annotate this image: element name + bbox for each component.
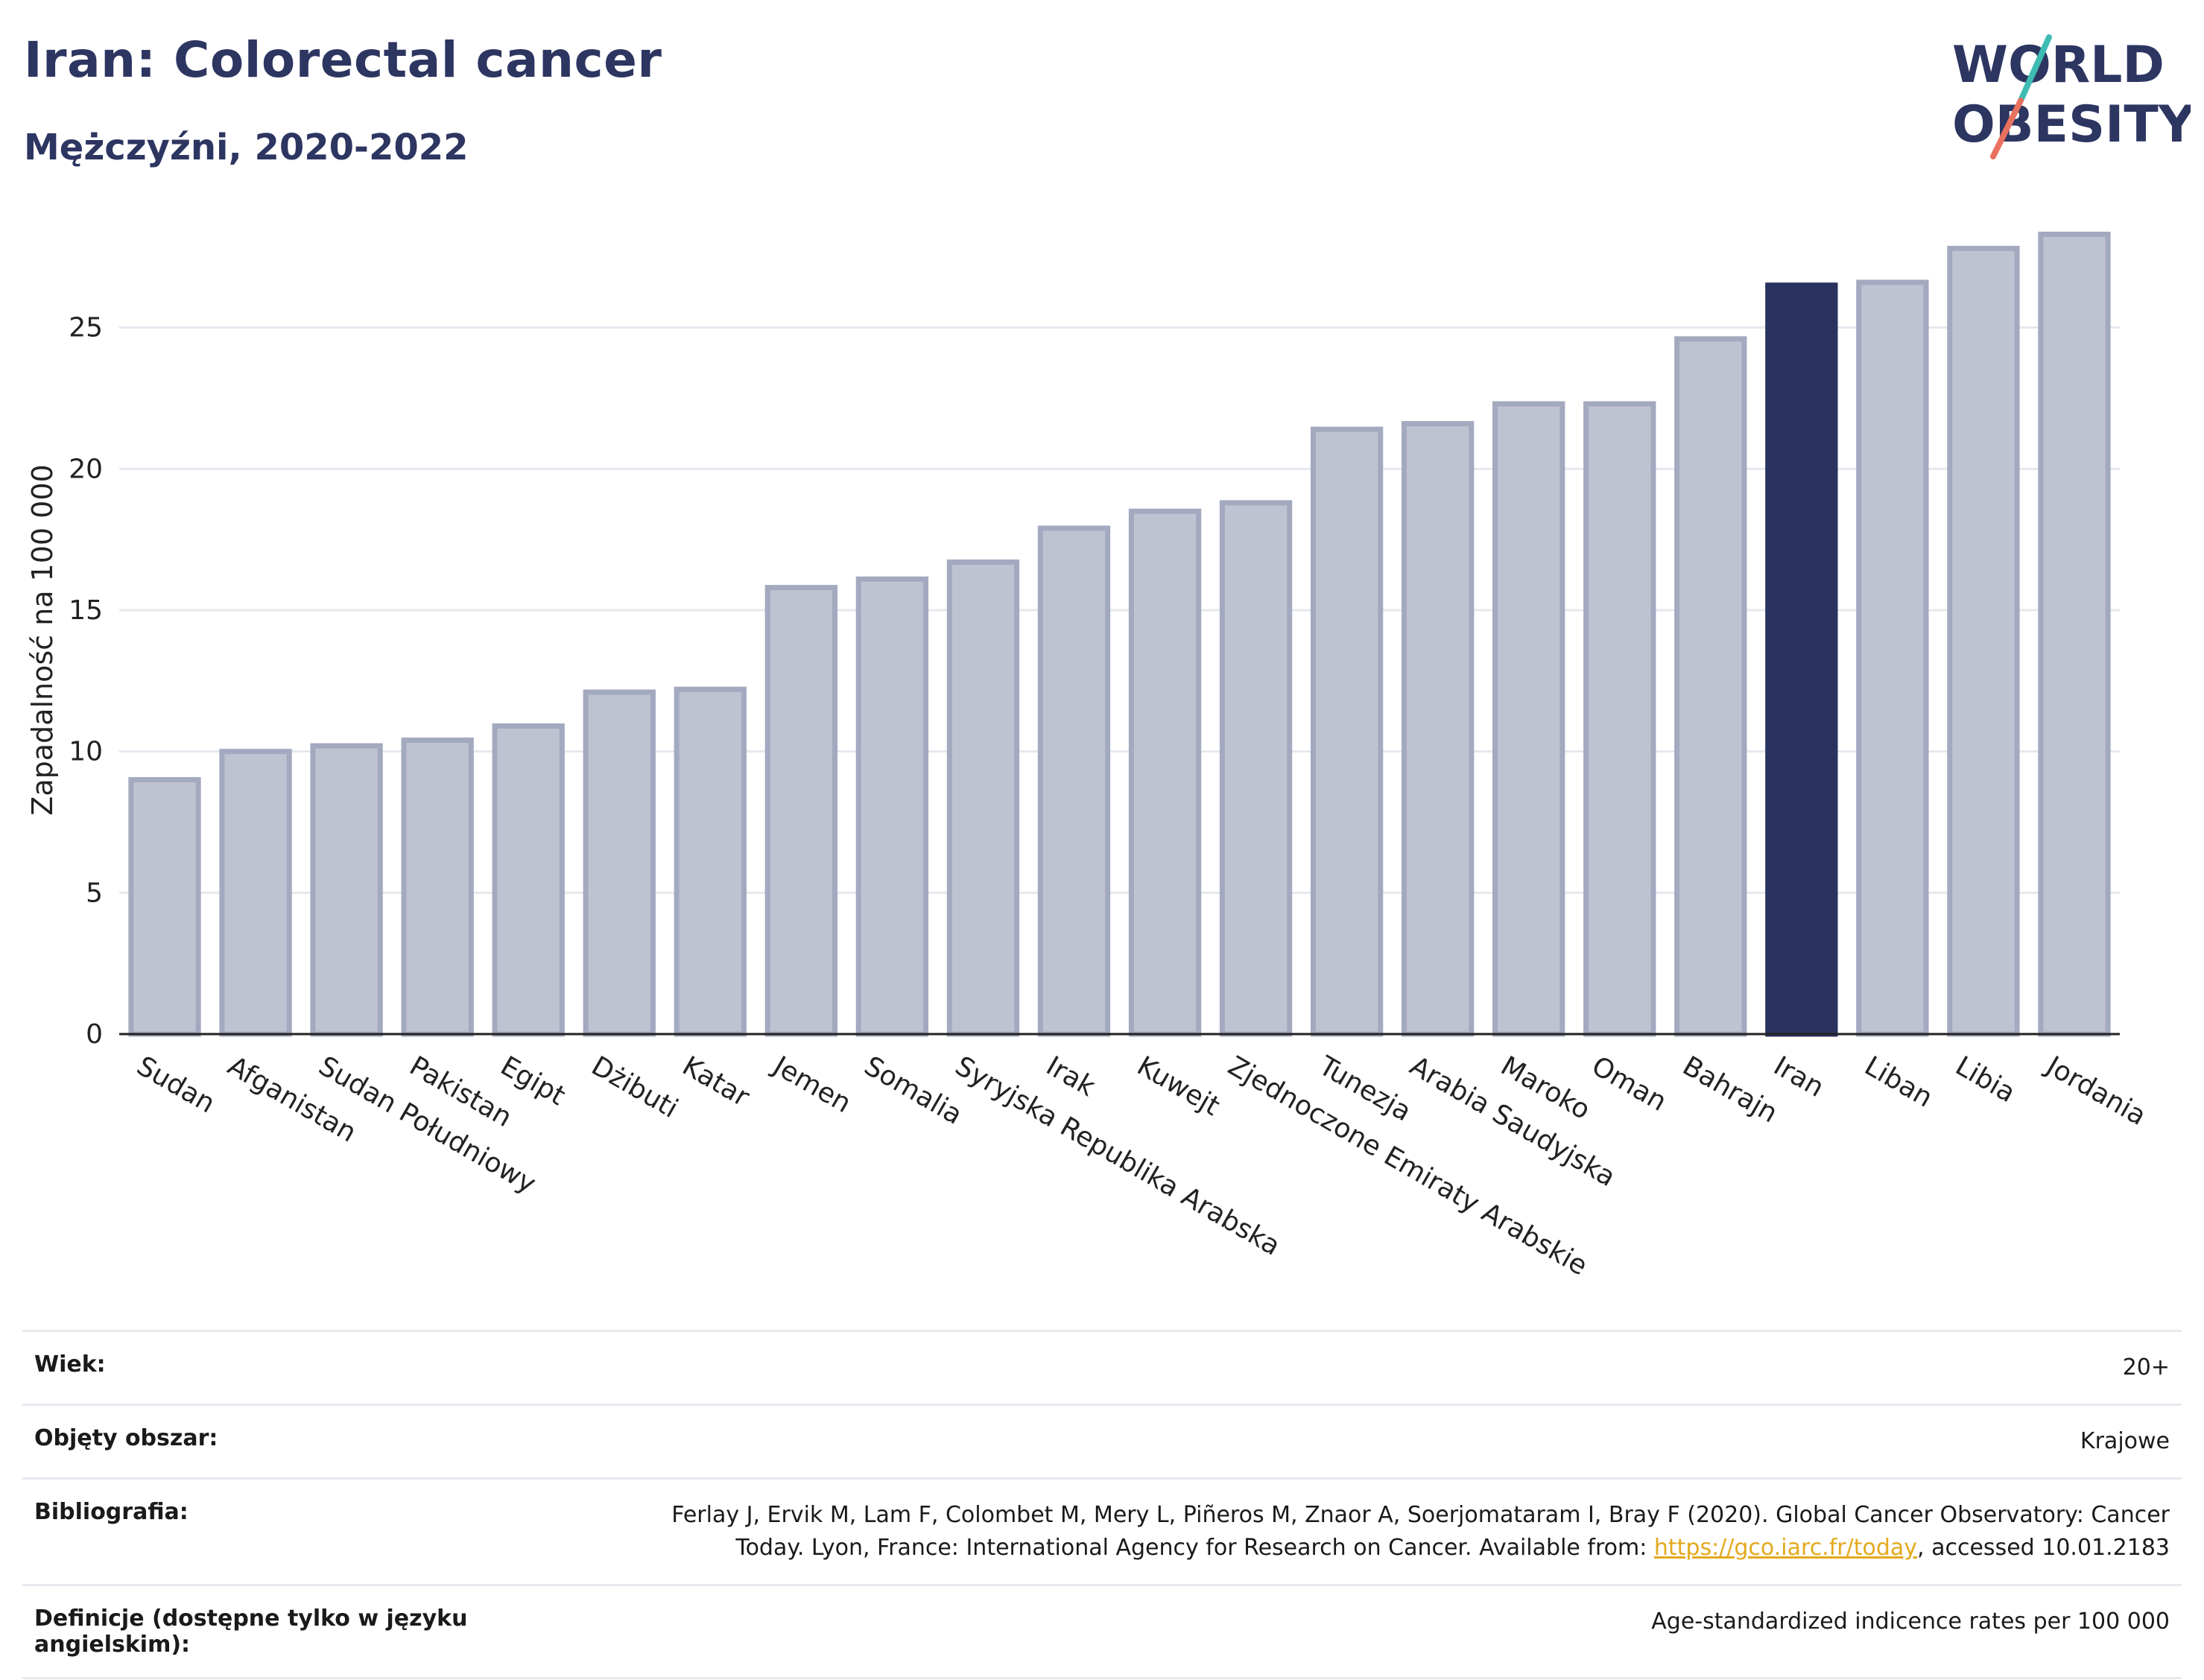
meta-coverage-label: Objęty obszar: [34, 1425, 218, 1451]
bar-oman [1583, 401, 1656, 1037]
y-tick-label: 0 [86, 1019, 103, 1050]
bar-tunezja [1310, 426, 1384, 1037]
bar-arabia-saudyjska [1402, 421, 1475, 1037]
bar-jemen [764, 585, 837, 1037]
bar-somalia [855, 576, 929, 1037]
meta-definitions-label: Definicje (dostępne tylko w języku angie… [34, 1605, 468, 1658]
x-tick-label: Iran [1768, 1050, 1828, 1103]
y-tick-label: 20 [69, 454, 103, 484]
bars [128, 231, 2111, 1037]
x-tick-label: Liban [1859, 1050, 1937, 1113]
bibliography-link[interactable]: https://gco.iarc.fr/today [1653, 1535, 1918, 1561]
bar-jordania [2038, 231, 2111, 1037]
bar-afganistan [219, 749, 292, 1037]
x-tick-label: Oman [1586, 1050, 1671, 1118]
chart-title: Iran: Colorectal cancer [24, 31, 662, 89]
meta-bibliography-label: Bibliografia: [34, 1499, 189, 1525]
y-tick-label: 10 [69, 737, 103, 767]
x-tick-label: Sudan [132, 1050, 221, 1119]
logo-slash-teal [2018, 34, 2052, 104]
bar-maroko [1492, 401, 1565, 1037]
bar-sudan [128, 777, 201, 1037]
world-obesity-logo: WORLD OBESITY [1952, 34, 2191, 159]
meta-row-coverage: Objęty obszar: Krajowe [22, 1404, 2182, 1479]
x-tick-label: Somalia [859, 1050, 967, 1131]
meta-row-age: Wiek: 20+ [22, 1331, 2182, 1405]
bar-bahrajn [1674, 336, 1747, 1037]
x-tick-label: Jordania [2040, 1050, 2151, 1132]
bar-iran [1765, 282, 1838, 1037]
x-tick-label: Katar [677, 1050, 755, 1113]
x-tick-label: Irak [1041, 1050, 1101, 1103]
meta-row-definitions: Definicje (dostępne tylko w języku angie… [22, 1585, 2182, 1679]
x-tick-label: Kuwejt [1132, 1050, 1225, 1122]
meta-definitions-value: Age-standardized indicence rates per 100… [1651, 1608, 2170, 1635]
bibliography-line2-post: , accessed 10.01.2183 [1917, 1535, 2170, 1561]
bar-sudan-południowy [310, 743, 383, 1037]
x-tick-label: Bahrajn [1677, 1050, 1782, 1129]
bar-kuwejt [1128, 508, 1202, 1037]
y-tick-label: 15 [69, 595, 103, 626]
y-axis-title: Zapadalność na 100 000 [26, 464, 59, 815]
x-tick-label: Jemen [767, 1050, 856, 1119]
chart-subtitle: Mężczyźni, 2020-2022 [24, 127, 469, 168]
bar-dżibuti [583, 689, 656, 1037]
bar-egipt [492, 723, 565, 1037]
x-tick-label: Dżibuti [586, 1050, 683, 1124]
bibliography-line2-pre: Today. Lyon, France: International Agenc… [735, 1535, 1654, 1561]
meta-coverage-value: Krajowe [2080, 1428, 2170, 1454]
bar-pakistan [401, 737, 474, 1037]
meta-age-label: Wiek: [34, 1351, 106, 1378]
bar-libia [1947, 245, 2020, 1037]
bar-katar [674, 686, 747, 1037]
bar-liban [1856, 279, 1929, 1037]
y-axis-ticks: 0 5 10 15 20 25 [69, 313, 103, 1050]
y-tick-label: 25 [69, 313, 103, 343]
logo-slash-coral [1990, 98, 2024, 159]
meta-row-bibliography: Bibliografia: Ferlay J, Ervik M, Lam F, … [22, 1478, 2182, 1585]
bibliography-line1: Ferlay J, Ervik M, Lam F, Colombet M, Me… [671, 1502, 2170, 1528]
meta-bibliography-value: Ferlay J, Ervik M, Lam F, Colombet M, Me… [508, 1479, 2182, 1585]
logo-line2: OBESITY [1952, 95, 2191, 154]
y-tick-label: 5 [86, 878, 103, 908]
bar-irak [1037, 525, 1111, 1037]
meta-age-value: 20+ [2122, 1354, 2170, 1381]
metadata-table: Wiek: 20+ Objęty obszar: Krajowe Bibliog… [22, 1330, 2182, 1679]
bar-zjednoczone-emiraty-arabskie [1219, 500, 1293, 1037]
logo-line1: WORLD [1952, 36, 2165, 95]
x-tick-label: Libia [1950, 1050, 2020, 1109]
bar-syryjska-republika-arabska [946, 560, 1020, 1037]
